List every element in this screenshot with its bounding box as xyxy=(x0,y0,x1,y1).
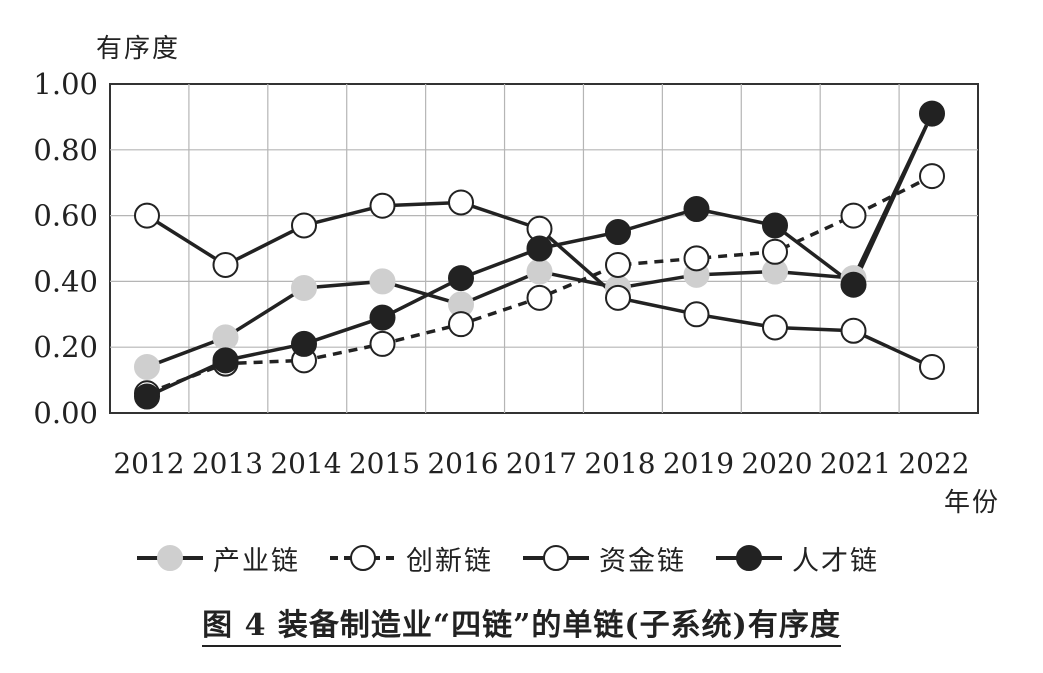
data-point xyxy=(212,324,239,351)
data-point xyxy=(134,383,160,410)
data-point xyxy=(134,353,160,380)
legend-item-industry-chain: 产业链 xyxy=(135,539,300,578)
x-tick-label: 2017 xyxy=(506,447,577,480)
y-tick-label: 0.00 xyxy=(33,396,98,430)
legend-label: 创新链 xyxy=(406,545,493,577)
x-tick-label: 2022 xyxy=(898,447,969,480)
data-point xyxy=(526,258,553,285)
x-tick-label: 2016 xyxy=(427,447,498,480)
legend-swatch-capital-chain xyxy=(523,545,589,571)
series-line-1 xyxy=(146,174,933,395)
data-point xyxy=(212,347,239,374)
data-point xyxy=(369,304,396,331)
data-point xyxy=(448,189,474,216)
data-point xyxy=(291,330,317,357)
x-tick-label: 2020 xyxy=(741,447,812,480)
legend-item-capital-chain: 资金链 xyxy=(521,539,686,578)
legend-swatch-innovation-chain xyxy=(330,545,396,571)
data-point xyxy=(526,284,553,311)
data-point xyxy=(840,202,867,229)
data-point xyxy=(605,251,631,278)
data-point xyxy=(683,245,710,272)
data-point xyxy=(762,212,788,239)
data-point xyxy=(683,196,710,223)
data-point xyxy=(369,330,396,357)
legend-swatch-industry-chain xyxy=(137,545,203,571)
x-tick-label: 2019 xyxy=(663,447,734,480)
legend-item-talent-chain: 人才链 xyxy=(714,539,879,578)
legend-label: 人才链 xyxy=(792,545,879,577)
legend-swatch-talent-chain xyxy=(716,545,782,571)
data-point xyxy=(291,274,317,301)
data-point xyxy=(605,284,631,311)
data-point xyxy=(762,238,788,265)
x-tick-labels: 2012 2013 2014 2015 2016 2017 2018 2019 2020 2021… xyxy=(113,447,969,480)
y-tick-label: 0.20 xyxy=(33,330,98,364)
y-tick-label: 0.80 xyxy=(33,133,98,167)
data-point xyxy=(840,271,867,298)
data-point xyxy=(448,265,474,292)
data-point xyxy=(369,268,396,295)
data-point xyxy=(919,100,945,127)
figure-caption: 图 4 装备制造业“四链”的单链(子系统)有序度 xyxy=(0,600,1043,647)
data-point xyxy=(291,212,317,239)
y-tick-label: 1.00 xyxy=(33,67,98,101)
x-tick-label: 2014 xyxy=(270,447,341,480)
grid xyxy=(109,83,979,414)
x-tick-label: 2015 xyxy=(349,447,420,480)
data-point xyxy=(683,301,710,328)
data-point xyxy=(369,192,396,219)
legend-label: 资金链 xyxy=(599,545,686,577)
plot-frame xyxy=(109,83,979,414)
data-point xyxy=(605,219,631,246)
data-point xyxy=(448,311,474,338)
legend: 产业链 创新链 资金链 人才链 xyxy=(135,536,907,580)
x-tick-label: 2013 xyxy=(192,447,263,480)
data-point xyxy=(762,314,788,341)
legend-item-innovation-chain: 创新链 xyxy=(328,539,493,578)
x-tick-label: 2021 xyxy=(820,447,891,480)
legend-label: 产业链 xyxy=(213,545,300,577)
data-point xyxy=(212,251,239,278)
series-markers xyxy=(134,100,945,410)
x-axis-label: 年份 xyxy=(944,488,1001,518)
y-axis-label: 有序度 xyxy=(96,34,181,64)
x-tick-label: 2018 xyxy=(584,447,655,480)
figure-title: 图 4 装备制造业“四链”的单链(子系统)有序度 xyxy=(202,608,841,647)
y-tick-labels: 0.00 0.20 0.40 0.60 0.80 1.00 xyxy=(33,67,98,430)
data-point xyxy=(134,202,160,229)
data-point xyxy=(840,317,867,344)
y-tick-label: 0.60 xyxy=(33,199,98,233)
x-tick-label: 2012 xyxy=(113,447,184,480)
y-tick-label: 0.40 xyxy=(33,264,98,298)
data-point xyxy=(919,353,945,380)
data-point xyxy=(919,163,945,190)
data-point xyxy=(526,235,553,262)
